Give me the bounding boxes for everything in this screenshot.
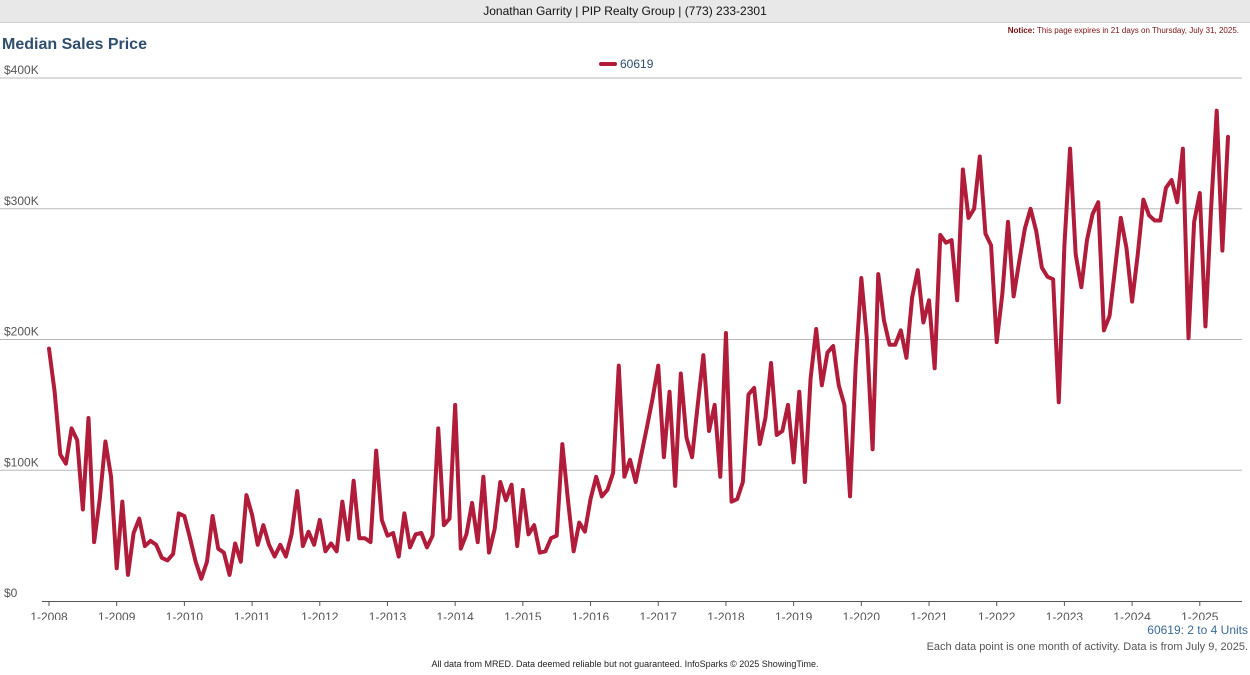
data-note: Each data point is one month of activity… [926,641,1248,653]
y-tick-label: $100K [4,455,39,469]
x-tick-label: 1-2017 [640,610,678,620]
agent-header: Jonathan Garrity | PIP Realty Group | (7… [0,0,1250,23]
notice-label: Notice: [1007,26,1035,35]
agent-header-text: Jonathan Garrity | PIP Realty Group | (7… [483,4,767,18]
y-tick-label: $300K [4,194,39,208]
units-label: 60619: 2 to 4 Units [1147,623,1248,637]
x-tick-label: 1-2023 [1046,610,1084,620]
y-tick-label: $400K [4,63,39,77]
series-group [47,108,1230,581]
series-line-60619 [47,108,1230,581]
y-tick-label: $0 [4,586,18,600]
x-axis: 1-2008 1-2009 1-2010 1-2011 1-2012 1-2013 1-20… [30,601,1242,620]
x-tick-label: 1-2024 [1113,610,1151,620]
x-tick-label: 1-2022 [978,610,1016,620]
x-tick-label: 1-2025 [1181,610,1219,620]
line-chart: $0 $100K $200K $300K $400K 1-2008 1-2009 1-201… [0,57,1242,620]
x-tick-label: 1-2021 [910,610,948,620]
x-tick-label: 1-2019 [775,610,813,620]
x-tick-label: 1-2012 [301,610,339,620]
notice-text: This page expires in 21 days on Thursday… [1036,26,1239,35]
chart-title: Median Sales Price [2,36,147,53]
x-tick-label: 1-2014 [436,610,474,620]
x-tick-label: 1-2015 [504,610,542,620]
x-tick-label: 1-2020 [843,610,881,620]
x-tick-label: 1-2011 [234,610,271,620]
grid-lines [0,77,1242,471]
legend-label[interactable]: 60619 [620,57,654,71]
y-tick-label: $200K [4,325,39,339]
expiry-notice: Notice: This page expires in 21 days on … [1008,26,1239,35]
x-tick-label: 1-2013 [369,610,407,620]
x-tick-label: 1-2010 [166,610,204,620]
y-axis-ticks: $0 $100K $200K $300K $400K [4,63,39,600]
data-credit: All data from MRED. Data deemed reliable… [431,659,819,669]
x-tick-label: 1-2009 [98,610,136,620]
legend[interactable]: 60619 [599,57,654,71]
x-tick-label: 1-2008 [30,610,68,620]
x-tick-label: 1-2018 [707,610,745,620]
x-tick-label: 1-2016 [572,610,610,620]
